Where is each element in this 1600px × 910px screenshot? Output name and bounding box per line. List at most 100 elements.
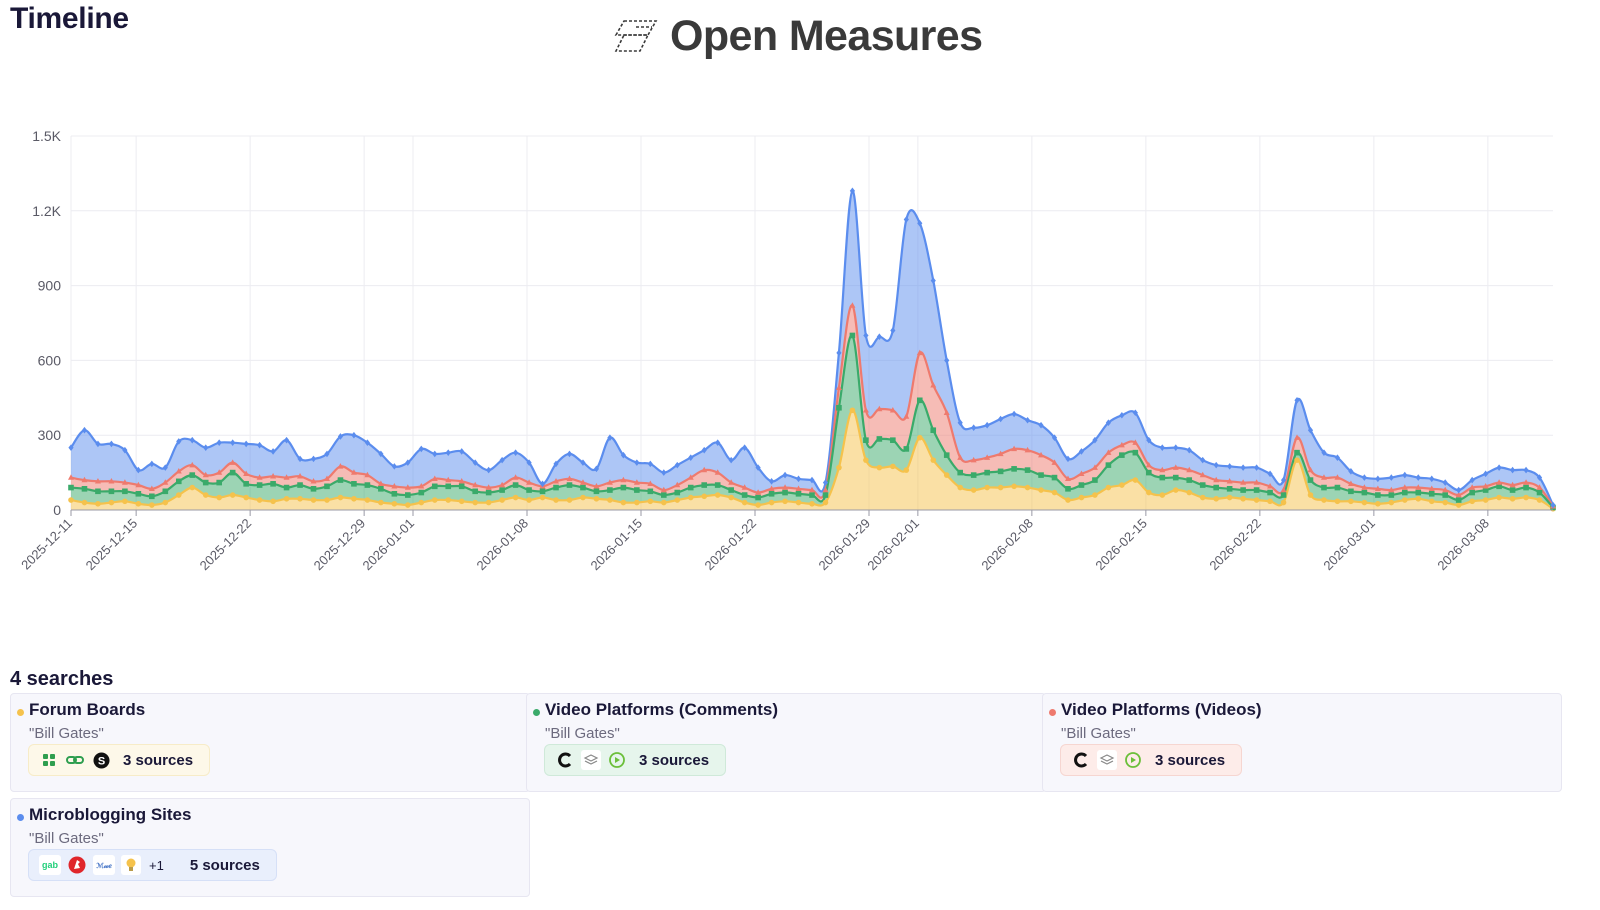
point-video-videos[interactable] — [1024, 446, 1031, 453]
point-microblogging[interactable] — [890, 327, 896, 334]
point-microblogging[interactable] — [688, 454, 694, 461]
point-microblogging[interactable] — [378, 450, 384, 458]
point-video-comments[interactable] — [728, 487, 734, 493]
point-video-videos[interactable] — [1496, 479, 1503, 485]
search-card-video-comments[interactable]: Video Platforms (Comments) "Bill Gates" … — [526, 693, 1046, 792]
point-video-videos[interactable] — [404, 484, 411, 490]
point-microblogging[interactable] — [674, 461, 680, 469]
point-video-videos[interactable] — [297, 473, 304, 479]
point-microblogging[interactable] — [809, 476, 815, 484]
point-forum-boards[interactable] — [1092, 492, 1098, 498]
point-forum-boards[interactable] — [539, 494, 546, 501]
point-video-videos[interactable] — [135, 481, 142, 488]
point-video-videos[interactable] — [1145, 461, 1152, 468]
point-forum-boards[interactable] — [728, 494, 734, 501]
point-forum-boards[interactable] — [553, 497, 559, 503]
point-microblogging[interactable] — [1388, 474, 1394, 481]
point-microblogging[interactable] — [1415, 474, 1421, 481]
point-forum-boards[interactable] — [768, 499, 775, 506]
point-microblogging[interactable] — [297, 455, 303, 463]
point-microblogging[interactable] — [607, 434, 613, 441]
point-forum-boards[interactable] — [1132, 477, 1139, 483]
point-microblogging[interactable] — [1092, 436, 1098, 444]
point-video-videos[interactable] — [499, 481, 506, 488]
point-forum-boards[interactable] — [890, 463, 896, 470]
point-forum-boards[interactable] — [1199, 494, 1206, 501]
point-video-videos[interactable] — [916, 349, 923, 356]
point-microblogging[interactable] — [472, 459, 478, 466]
point-forum-boards[interactable] — [310, 497, 317, 503]
point-microblogging[interactable] — [1132, 409, 1138, 417]
point-microblogging[interactable] — [1051, 434, 1058, 441]
point-microblogging[interactable] — [1523, 466, 1529, 474]
point-microblogging[interactable] — [1469, 476, 1475, 484]
point-microblogging[interactable] — [553, 460, 559, 468]
point-forum-boards[interactable] — [1253, 497, 1260, 503]
point-forum-boards[interactable] — [607, 497, 613, 503]
point-video-videos[interactable] — [1267, 483, 1274, 489]
point-forum-boards[interactable] — [485, 499, 492, 506]
point-forum-boards[interactable] — [1415, 495, 1422, 502]
point-video-comments[interactable] — [957, 469, 963, 476]
point-video-videos[interactable] — [687, 474, 694, 480]
point-forum-boards[interactable] — [216, 494, 222, 501]
point-video-comments[interactable] — [1402, 489, 1408, 496]
point-video-videos[interactable] — [660, 486, 667, 493]
point-video-comments[interactable] — [1011, 466, 1017, 472]
point-microblogging[interactable] — [1159, 444, 1165, 451]
search-card-video-videos[interactable]: Video Platforms (Videos) "Bill Gates" 3 … — [1042, 693, 1562, 792]
point-video-comments[interactable] — [1509, 487, 1516, 493]
point-forum-boards[interactable] — [1402, 497, 1408, 503]
point-video-comments[interactable] — [499, 487, 505, 493]
point-forum-boards[interactable] — [1024, 484, 1031, 491]
point-microblogging[interactable] — [903, 216, 909, 223]
point-video-videos[interactable] — [1320, 474, 1327, 480]
point-video-comments[interactable] — [782, 489, 788, 496]
point-microblogging[interactable] — [391, 463, 397, 470]
point-video-comments[interactable] — [108, 488, 115, 495]
point-forum-boards[interactable] — [445, 497, 452, 503]
point-forum-boards[interactable] — [755, 502, 761, 508]
point-video-comments[interactable] — [1469, 489, 1475, 496]
point-forum-boards[interactable] — [714, 492, 721, 498]
point-microblogging[interactable] — [351, 431, 357, 439]
point-video-comments[interactable] — [1226, 486, 1233, 492]
point-forum-boards[interactable] — [943, 472, 950, 478]
point-video-comments[interactable] — [445, 483, 452, 490]
point-video-comments[interactable] — [1240, 487, 1246, 493]
point-microblogging[interactable] — [998, 415, 1004, 423]
point-microblogging[interactable] — [1024, 416, 1031, 424]
sources-pill[interactable]: gab ℳ𝓌𝑒 +1 5 sources — [28, 849, 277, 881]
point-microblogging[interactable] — [283, 436, 290, 444]
point-microblogging[interactable] — [822, 479, 829, 486]
point-forum-boards[interactable] — [1496, 494, 1502, 501]
point-video-comments[interactable] — [1186, 477, 1193, 483]
point-video-comments[interactable] — [1159, 474, 1166, 481]
point-microblogging[interactable] — [1536, 474, 1543, 481]
point-microblogging[interactable] — [1483, 470, 1489, 478]
point-video-videos[interactable] — [1213, 476, 1220, 483]
point-forum-boards[interactable] — [135, 500, 142, 507]
point-microblogging[interactable] — [1240, 464, 1246, 471]
point-microblogging[interactable] — [728, 456, 734, 464]
point-microblogging[interactable] — [984, 421, 990, 429]
point-microblogging[interactable] — [270, 448, 276, 455]
point-video-comments[interactable] — [297, 482, 303, 488]
point-forum-boards[interactable] — [822, 499, 829, 506]
point-microblogging[interactable] — [634, 459, 640, 466]
point-video-videos[interactable] — [189, 461, 196, 468]
point-microblogging[interactable] — [364, 439, 370, 446]
point-video-comments[interactable] — [634, 487, 640, 493]
point-video-videos[interactable] — [364, 471, 371, 478]
point-video-comments[interactable] — [1146, 469, 1152, 476]
point-video-comments[interactable] — [1294, 449, 1300, 456]
point-video-comments[interactable] — [674, 489, 681, 496]
point-video-videos[interactable] — [216, 469, 223, 475]
point-video-comments[interactable] — [1536, 489, 1543, 496]
sources-pill[interactable]: 3 sources — [1060, 744, 1243, 776]
point-forum-boards[interactable] — [1388, 499, 1395, 506]
point-microblogging[interactable] — [620, 451, 626, 459]
point-video-comments[interactable] — [1348, 488, 1354, 495]
point-forum-boards[interactable] — [620, 499, 627, 506]
point-video-comments[interactable] — [1078, 482, 1085, 488]
